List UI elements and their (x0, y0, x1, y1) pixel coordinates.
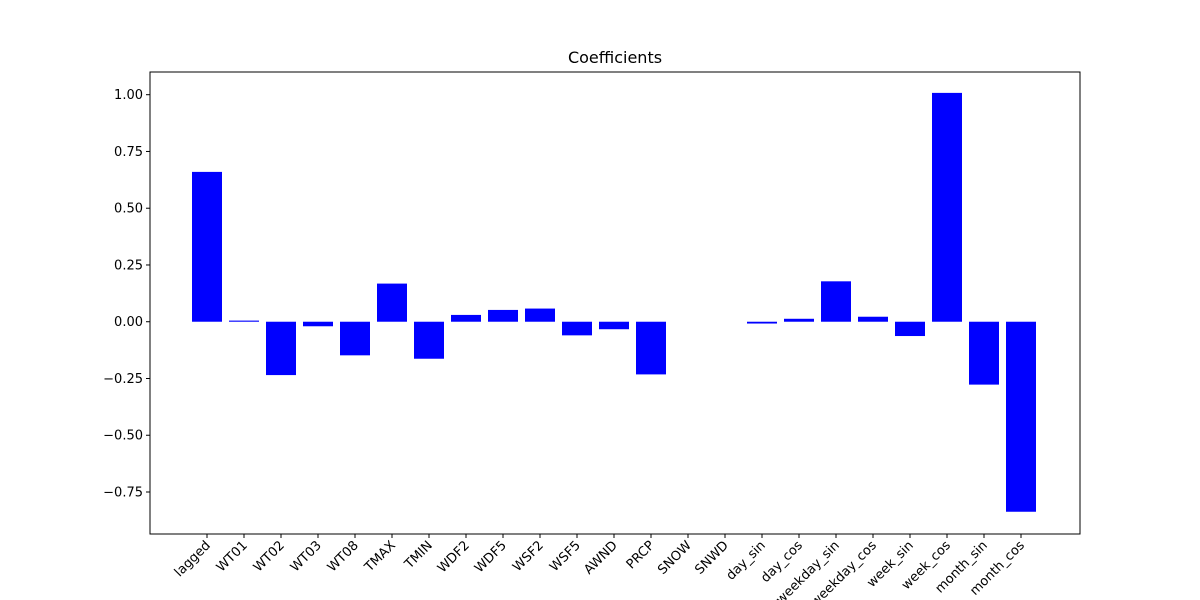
bar-WSF5 (562, 321, 592, 336)
bar-AWND (599, 321, 629, 330)
bar-WT01 (229, 320, 259, 322)
bar-WDF5 (488, 309, 518, 322)
bar-lagged (192, 171, 222, 322)
bar-day_cos (784, 318, 814, 322)
bar-month_cos (1006, 321, 1036, 512)
bar-WSF2 (525, 308, 555, 322)
chart-title: Coefficients (568, 48, 662, 67)
x-tick-label: AWND (581, 538, 620, 577)
plot-frame (149, 71, 1081, 535)
x-tick-label: WT03 (288, 538, 325, 575)
x-tick-label: WDF5 (472, 538, 510, 576)
x-tick-label: WT02 (251, 538, 288, 575)
y-tick-label: 0.00 (114, 315, 143, 330)
bar-month_sin (969, 321, 999, 385)
x-tick-label: WT01 (214, 538, 251, 575)
y-tick-label: 1.00 (114, 88, 143, 103)
y-tick-label: −0.50 (103, 429, 143, 444)
x-axis: lagged WT01 WT02 WT03 WT08 TMAX TMIN WDF2 WDF5 WS… (172, 534, 1028, 600)
bar-day_sin (747, 321, 777, 324)
y-tick-label: 0.75 (114, 145, 143, 160)
bar-week_sin (895, 321, 925, 337)
y-tick-label: 0.25 (114, 258, 143, 273)
bar-WT02 (266, 321, 296, 376)
bar-weekday_cos (858, 316, 888, 322)
x-tick-label: WT08 (325, 538, 362, 575)
bars-group (192, 92, 1036, 512)
x-tick-label: PRCP (624, 538, 658, 572)
bar-week_cos (932, 92, 962, 322)
y-axis: 1.00 0.75 0.50 0.25 0.00 −0.25 −0.50 −0.75 (103, 88, 150, 501)
x-tick-label: lagged (172, 538, 214, 580)
x-tick-label: SNOW (655, 538, 695, 578)
bar-TMIN (414, 321, 444, 359)
bar-WDF2 (451, 314, 481, 322)
x-tick-label: WDF2 (435, 538, 473, 576)
bar-WT03 (303, 321, 333, 327)
bar-WT08 (340, 321, 370, 356)
bar-PRCP (636, 321, 666, 375)
y-tick-label: −0.75 (103, 486, 143, 501)
x-tick-label: WSF5 (547, 538, 584, 575)
y-tick-label: −0.25 (103, 372, 143, 387)
x-tick-label: TMIN (401, 538, 435, 572)
y-tick-label: 0.50 (114, 202, 143, 217)
x-tick-label: WSF2 (510, 538, 547, 575)
x-tick-label: TMAX (361, 538, 399, 576)
bar-TMAX (377, 283, 407, 322)
bar-weekday_sin (821, 281, 851, 322)
